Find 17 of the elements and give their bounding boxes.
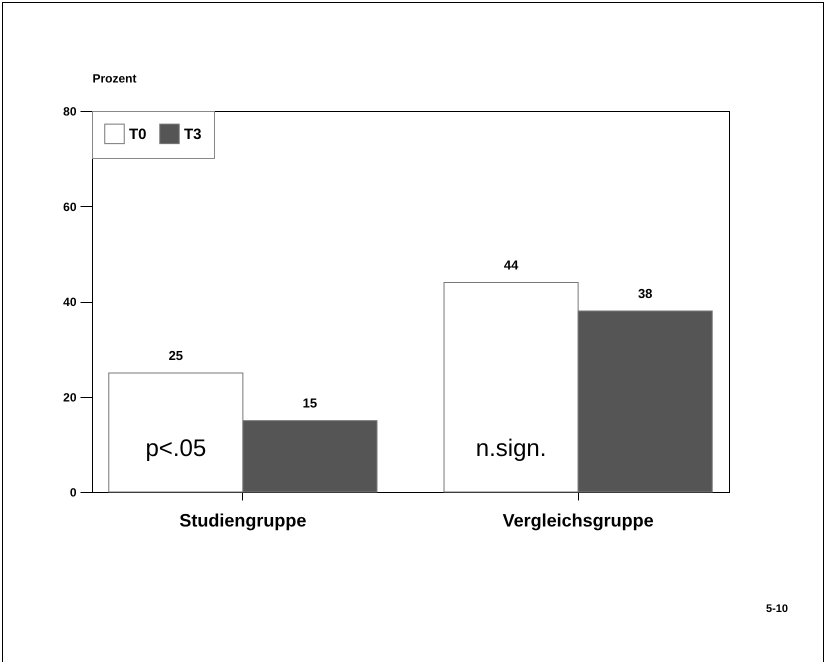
x-tick-label: Studiengruppe <box>179 510 306 530</box>
data-label: 15 <box>302 396 318 411</box>
legend-label: T0 <box>129 126 147 143</box>
x-tick-label: Vergleichsgruppe <box>502 510 654 530</box>
data-label: 38 <box>638 286 652 302</box>
text: 5-10 <box>766 603 788 615</box>
annotation: n.sign. <box>476 435 546 462</box>
y-tick-label: 80 <box>63 104 77 118</box>
y-axis-title: Prozent <box>92 72 137 86</box>
y-tick-label: 40 <box>63 295 77 309</box>
y-tick-label: 0 <box>70 486 77 500</box>
y-tick-label: 20 <box>63 390 77 404</box>
legend-label: T3 <box>184 126 202 143</box>
annotation: p<.05 <box>145 435 206 462</box>
data-label: 44 <box>504 257 520 272</box>
y-tick-label: 60 <box>63 200 77 214</box>
data-label: 25 <box>168 348 184 363</box>
